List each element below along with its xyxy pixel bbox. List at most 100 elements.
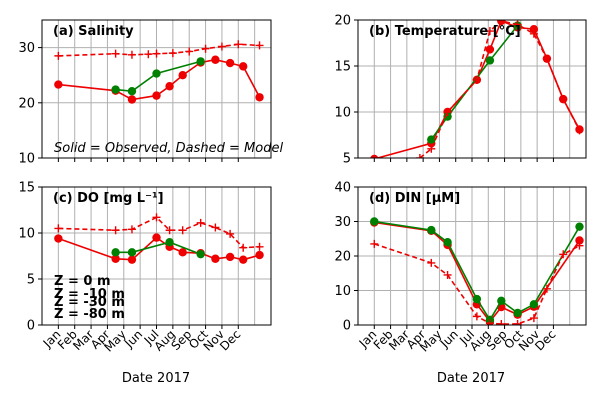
plot-frame [357,186,587,326]
model-point [542,284,551,293]
observed-point [196,249,205,259]
observed-point [111,85,120,94]
observed-point [127,87,137,96]
observed-point [178,71,187,80]
model-line [419,20,581,158]
observed-point [127,95,137,104]
observed-point [255,93,264,102]
panel-title: (b) Temperature [°C] [369,24,521,39]
model-point [575,241,584,250]
panel-title: (c) DO [mg L⁻¹] [53,191,164,206]
observed-point [196,57,205,66]
observed-point [54,234,63,243]
legend-z0: Z = 0 m [54,274,111,289]
y-tick-label: 10 [334,284,351,299]
model-point [497,20,506,25]
observed-line [115,241,201,255]
model-point [575,126,584,135]
y-tick-label: 0 [27,319,35,334]
model-point [497,319,506,325]
observed-point [427,225,436,235]
model-point [255,242,264,251]
model-point [54,224,63,233]
depth-legend: Z = 0 m Z = -10 m Z = -30 m Z = -80 m [54,274,125,322]
y-tick-label: 30 [334,215,351,230]
model-point [111,49,120,58]
observed-point [255,250,264,260]
legend-z30: Z = -30 m [54,295,125,310]
model-point [127,225,136,234]
model-point [485,27,494,36]
y-tick-label: 20 [334,250,351,265]
model-line [374,243,580,325]
plot-frame [357,19,587,159]
model-point [239,243,248,252]
observed-point [485,45,495,54]
series-group [54,40,264,104]
panels: 10 20 30 (a) Salinity 5 10 15 20 (b) Temperature… [18,14,587,355]
model-point [559,250,568,259]
observed-point [54,80,63,89]
model-point [111,226,120,235]
model-point [472,75,481,84]
model-point [427,144,436,153]
observed-point [513,308,522,318]
model-point [443,270,452,279]
panel-din: JanFebMarAprMayJunJulAugSepOctNovDec0102… [334,181,587,355]
y-tick-label: 10 [18,227,35,242]
note-text: Solid = Observed, Dashed = Model [54,141,283,156]
observed-point [152,69,161,78]
plot-frame [41,186,272,326]
observed-point [111,248,120,257]
y-tick-label: 5 [343,152,351,167]
model-point [370,239,379,248]
legend-z10: Z = -10 m [54,287,125,302]
model-point [152,49,161,58]
model-point [196,218,205,227]
panel-salinity: 10 20 30 (a) Salinity [18,19,272,167]
panel-title: (a) Salinity [53,24,134,39]
observed-point [529,300,539,309]
observed-point [472,294,482,304]
observed-point [427,135,436,144]
legend-z80: Z = -80 m [54,307,125,322]
model-point [144,50,153,59]
observed-point [211,254,220,263]
model-point [529,29,538,38]
y-tick-label: 30 [18,41,35,56]
model-point [255,41,264,50]
model-point [513,319,522,325]
model-point [485,319,494,325]
x-axis-label-right: Date 2017 [437,371,505,386]
model-point [472,312,481,321]
observed-line [374,20,581,158]
model-point [54,51,63,60]
y-tick-label: 10 [334,106,351,121]
y-tick-label: 20 [18,96,35,111]
observed-point [370,217,379,226]
observed-point [152,233,161,242]
model-point [226,229,235,238]
observed-line [115,60,201,93]
x-axis-label-left: Date 2017 [122,371,190,386]
model-point [165,226,174,235]
series-group [54,213,264,264]
panel-do: JanFebMarAprMayJunJulAugSepOctNovDec0510… [18,181,272,355]
model-point [127,50,136,59]
observed-point [127,255,137,264]
observed-point [165,82,174,91]
observed-line [430,25,519,141]
observed-point [178,248,187,257]
panel-title: (d) DIN [μM] [369,191,460,206]
observed-point [225,58,235,68]
observed-point [211,55,220,64]
observed-point [497,296,506,306]
model-point [542,54,551,63]
model-point [415,154,424,158]
series-group [370,20,584,158]
observed-point [152,91,161,100]
series-group [370,217,584,325]
observed-point [238,62,248,71]
observed-point [370,154,379,158]
y-tick-label: 5 [27,273,35,288]
